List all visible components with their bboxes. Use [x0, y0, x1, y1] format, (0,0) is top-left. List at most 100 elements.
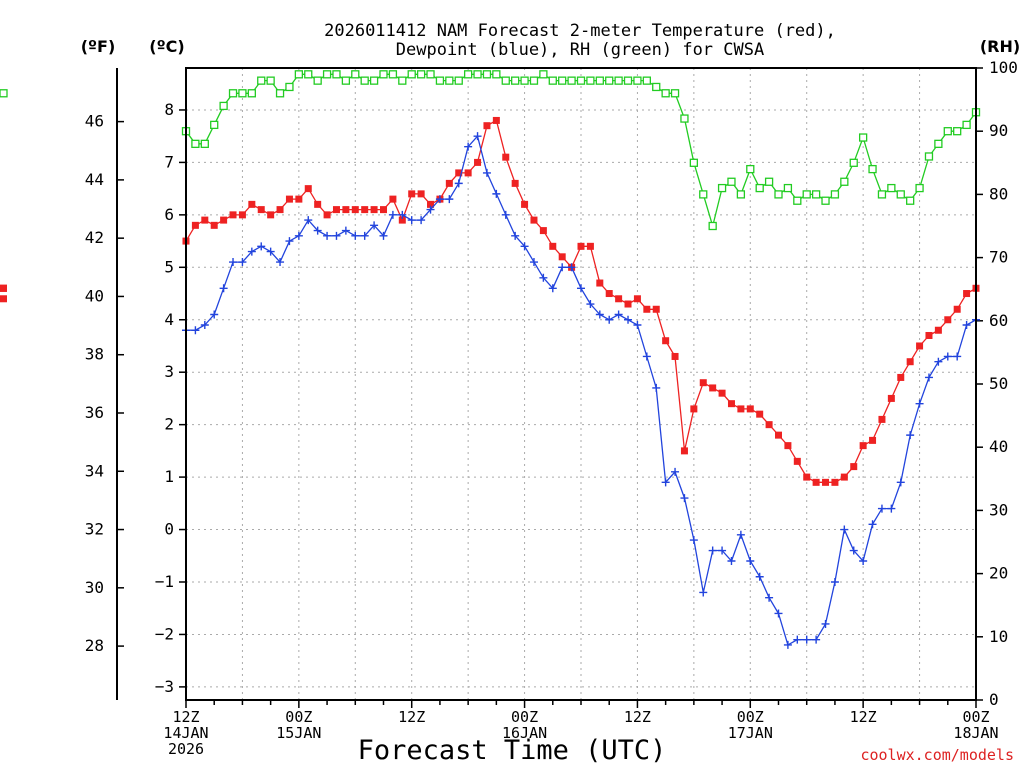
dewpoint-point: [605, 315, 614, 324]
rh-point: [652, 82, 661, 92]
temperature-point: [210, 221, 218, 229]
dewpoint-point: [407, 216, 416, 225]
temperature-point: [944, 316, 952, 324]
rh-tick-label: 10: [989, 627, 1008, 646]
rh-point: [699, 190, 708, 199]
temperature-point: [304, 185, 312, 193]
temperature-point: [558, 253, 566, 261]
temperature-point: [257, 206, 265, 214]
rh-point: [369, 76, 379, 85]
temperature-point: [332, 206, 340, 214]
dewpoint-point: [943, 352, 952, 361]
temperature-point: [285, 195, 293, 203]
dewpoint-point: [962, 320, 971, 329]
dewpoint-point: [191, 326, 200, 335]
temperature-point: [615, 295, 623, 303]
temperature-point: [276, 206, 284, 214]
dewpoint-point: [877, 504, 886, 513]
rh-point: [482, 70, 492, 79]
dewpoint-point: [887, 504, 896, 513]
fahrenheit-unit-label: (ºF): [81, 37, 116, 56]
rh-point: [266, 76, 275, 85]
rh-point: [351, 70, 360, 79]
rh-point: [689, 158, 699, 167]
dewpoint-point: [652, 383, 661, 392]
temperature-point: [380, 206, 387, 214]
dewpoint-point: [558, 263, 567, 272]
rh-tick-label: 90: [989, 121, 1008, 140]
temperature-point: [812, 478, 820, 486]
temperature-point: [671, 352, 679, 360]
dewpoint-point: [219, 284, 228, 293]
temperature-point: [897, 373, 905, 381]
rh-tick-label: 20: [989, 564, 1008, 583]
dewpoint-point: [661, 478, 670, 487]
rh-point: [887, 183, 896, 193]
temperature-point: [361, 206, 369, 214]
rh-point: [576, 76, 586, 85]
rh-point: [416, 70, 426, 79]
temperature-point: [521, 200, 529, 208]
temperature-point: [840, 473, 848, 481]
rh-unit-label: (RH): [980, 37, 1020, 56]
temperature-point: [850, 463, 858, 471]
temperature-point: [690, 405, 698, 413]
dewpoint-point: [765, 593, 774, 602]
dewpoint-point: [934, 357, 943, 366]
dewpoint-point: [586, 300, 595, 309]
rh-point: [0, 89, 8, 98]
dewpoint-point: [445, 195, 454, 204]
dewpoint-point: [351, 231, 360, 240]
temperature-point: [887, 394, 895, 402]
dewpoint-point: [520, 242, 529, 251]
rh-point: [548, 76, 557, 85]
x-tick-label: 12Z: [398, 708, 425, 726]
chart-title-line1: 2026011412 NAM Forecast 2-meter Temperat…: [324, 21, 836, 41]
rh-point: [821, 196, 830, 205]
temperature-point: [323, 211, 331, 219]
rh-point: [595, 76, 604, 85]
rh-line: [185, 73, 977, 229]
temperature-point: [539, 227, 547, 235]
rh-point: [793, 196, 802, 205]
dewpoint-point: [812, 635, 821, 644]
rh-point: [257, 76, 266, 85]
rh-point: [520, 76, 529, 85]
temperature-point: [934, 326, 942, 334]
rh-point: [830, 190, 840, 199]
dewpoint-point: [511, 231, 520, 240]
celsius-tick-label: 6: [164, 205, 174, 224]
fahrenheit-tick-label: 46: [85, 112, 104, 131]
rh-point: [473, 70, 482, 79]
dewpoint-point: [774, 609, 783, 618]
fahrenheit-tick-label: 36: [85, 403, 104, 422]
x-tick-label: 12Z: [850, 708, 877, 726]
dewpoint-point: [332, 231, 341, 240]
rh-point: [529, 76, 539, 85]
rh-point: [463, 70, 473, 79]
dewpoint-point: [727, 557, 736, 566]
x-tick-label: 00Z: [511, 708, 538, 726]
rh-point: [238, 89, 247, 98]
temperature-point: [624, 300, 632, 308]
rh-point: [492, 70, 501, 79]
dewpoint-point: [915, 399, 924, 408]
rh-point: [623, 76, 633, 85]
x-axis-label: Forecast Time (UTC): [358, 735, 667, 766]
temperature-point: [201, 216, 209, 224]
temperature-point: [953, 305, 961, 313]
rh-point: [398, 76, 407, 85]
temperature-point: [549, 242, 557, 250]
temperature-point: [0, 295, 7, 303]
rh-point: [755, 183, 764, 193]
dewpoint-point: [671, 467, 680, 476]
rh-tick-label: 100: [989, 58, 1018, 77]
temperature-point: [342, 206, 350, 214]
temperature-point: [727, 400, 735, 408]
rh-tick-label: 50: [989, 374, 1008, 393]
rh-tick-label: 70: [989, 248, 1008, 267]
temperature-point: [455, 169, 463, 177]
celsius-tick-label: 4: [164, 310, 174, 329]
fahrenheit-tick-label: 38: [85, 345, 104, 364]
dewpoint-point: [924, 373, 933, 382]
